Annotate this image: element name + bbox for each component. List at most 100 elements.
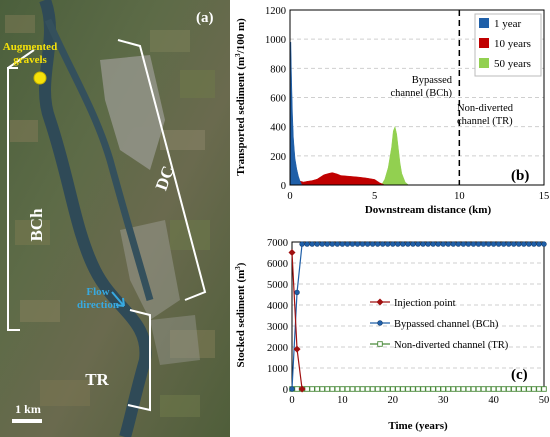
data-point-non-diverted-channel-tr-39	[485, 386, 492, 392]
data-point-bypassed-channel-bch-25	[415, 241, 421, 247]
data-point-non-diverted-channel-tr-26	[420, 386, 426, 392]
data-point-bypassed-channel-bch-3	[304, 241, 310, 247]
data-point-bypassed-channel-bch-50	[541, 241, 547, 247]
data-point-bypassed-channel-bch-27	[425, 241, 431, 247]
y-tick-label-1000: 1000	[267, 364, 288, 375]
stocked-sediment-chart: 0 1000 2000 3000 4000 5000 6000 7000 0 10 20 30 40 50…	[234, 238, 549, 432]
data-point-non-diverted-channel-tr-23	[405, 386, 411, 392]
y-tick-label-400: 400	[270, 123, 286, 134]
x-tick-label-0: 0	[289, 395, 294, 406]
nondiverted-annotation-2: channel (TR)	[457, 116, 513, 127]
y-tick-label-800: 800	[270, 64, 286, 75]
chart-c-plot-frame	[291, 241, 545, 390]
data-point-bypassed-channel-bch-20	[390, 241, 396, 247]
data-point-non-diverted-channel-tr-38	[480, 386, 487, 392]
data-point-non-diverted-channel-tr-13	[354, 386, 361, 392]
data-point-non-diverted-channel-tr-22	[400, 386, 406, 392]
line-series-injection-point	[288, 248, 306, 393]
flow-direction-label-2: direction	[77, 299, 119, 311]
legend-label-50-years: 50 years	[494, 58, 531, 70]
satellite-map: (a) Augmented gravels BCh DC Flow direct…	[0, 0, 230, 437]
data-point-bypassed-channel-bch-0	[289, 386, 295, 392]
y-tick-label-200: 200	[270, 152, 286, 163]
data-point-non-diverted-channel-tr-47	[526, 386, 532, 392]
data-point-bypassed-channel-bch-2	[299, 241, 305, 247]
y-tick-label-7000: 7000	[267, 238, 288, 249]
data-point-non-diverted-channel-tr-44	[511, 386, 517, 392]
x-tick-label-10: 10	[454, 191, 465, 202]
data-point-bypassed-channel-bch-14	[359, 241, 366, 247]
tr-bracket	[127, 309, 151, 412]
data-point-non-diverted-channel-tr-36	[470, 386, 477, 392]
diversion-canal	[44, 18, 154, 301]
data-point-non-diverted-channel-tr-12	[349, 386, 356, 392]
flow-direction-icon	[111, 291, 125, 307]
chart-b-legend: 1 year 10 years 50 years	[474, 13, 542, 77]
legend-swatch-50-years	[479, 58, 489, 68]
data-point-non-diverted-channel-tr-9	[334, 386, 341, 392]
data-point-non-diverted-channel-tr-25	[415, 386, 421, 392]
data-point-injection-point-1	[293, 345, 301, 353]
data-point-non-diverted-channel-tr-32	[450, 386, 457, 392]
data-point-non-diverted-channel-tr-11	[344, 386, 351, 392]
data-point-non-diverted-channel-tr-10	[339, 386, 346, 392]
chart-b-y-axis-title: Transported sediment (m3/100 m)	[234, 18, 247, 176]
legend-swatch-1-year	[479, 18, 489, 28]
data-point-bypassed-channel-bch-30	[440, 241, 446, 247]
augmented-gravels-label-2: gravels	[13, 54, 47, 66]
data-point-injection-point-0	[288, 248, 296, 257]
legend-marker-injection-point	[376, 298, 384, 306]
data-point-bypassed-channel-bch-42	[500, 241, 507, 247]
legend-label-bypassed-channel: Bypassed channel (BCh)	[394, 319, 499, 330]
x-tick-label-0: 0	[287, 191, 292, 202]
chart-c-series	[288, 241, 547, 393]
data-point-non-diverted-channel-tr-50	[541, 386, 547, 392]
data-point-non-diverted-channel-tr-6	[319, 386, 325, 392]
y-tick-label-1000: 1000	[265, 35, 286, 46]
legend-marker-bypassed-channel	[377, 320, 383, 326]
data-point-bypassed-channel-bch-35	[465, 241, 472, 247]
data-point-bypassed-channel-bch-19	[385, 241, 391, 247]
data-point-bypassed-channel-bch-6	[319, 241, 325, 247]
legend-label-10-years: 10 years	[494, 38, 531, 50]
chart-c-x-axis-title: Time (years)	[388, 420, 448, 432]
data-point-bypassed-channel-bch-8	[329, 241, 336, 247]
data-point-bypassed-channel-bch-32	[450, 241, 456, 247]
data-point-bypassed-channel-bch-16	[369, 241, 376, 247]
data-point-bypassed-channel-bch-37	[475, 241, 482, 247]
chart-c-ticks: 0 1000 2000 3000 4000 5000 6000 7000 0 10 20 30 40 50	[267, 238, 549, 406]
data-point-non-diverted-channel-tr-43	[505, 386, 512, 392]
data-point-non-diverted-channel-tr-49	[536, 386, 542, 392]
line-series-non-diverted-channel-tr	[289, 386, 547, 392]
chart-b-x-axis-title: Downstream distance (km)	[365, 204, 492, 216]
y-tick-label-1200: 1200	[265, 6, 286, 17]
data-point-bypassed-channel-bch-49	[536, 241, 542, 247]
data-point-non-diverted-channel-tr-24	[410, 386, 416, 392]
data-point-non-diverted-channel-tr-16	[369, 386, 376, 392]
data-point-non-diverted-channel-tr-37	[475, 386, 482, 392]
data-point-bypassed-channel-bch-23	[405, 241, 411, 247]
data-point-injection-point-2	[298, 385, 306, 393]
data-point-bypassed-channel-bch-4	[309, 241, 315, 247]
chart-c-y-axis-title: Stocked sediment (m3)	[234, 262, 247, 367]
data-point-non-diverted-channel-tr-35	[465, 386, 472, 392]
data-point-bypassed-channel-bch-13	[354, 241, 361, 247]
satellite-map-panel: (a) Augmented gravels BCh DC Flow direct…	[0, 0, 230, 437]
augmented-gravels-marker	[33, 71, 47, 85]
data-point-bypassed-channel-bch-40	[490, 241, 497, 247]
data-point-bypassed-channel-bch-38	[480, 241, 487, 247]
map-panel-label: (a)	[196, 10, 214, 26]
data-point-non-diverted-channel-tr-30	[440, 386, 446, 392]
nondiverted-annotation-1: Non-diverted	[457, 103, 514, 114]
data-point-non-diverted-channel-tr-45	[516, 386, 522, 392]
x-tick-label-10: 10	[337, 395, 348, 406]
data-point-bypassed-channel-bch-36	[470, 241, 477, 247]
bypassed-annotation-2: channel (BCh)	[390, 88, 452, 99]
data-point-non-diverted-channel-tr-15	[364, 386, 371, 392]
line-series-bypassed-channel-bch	[289, 241, 547, 392]
data-point-bypassed-channel-bch-39	[485, 241, 492, 247]
chart-b-series	[289, 42, 410, 186]
data-point-bypassed-channel-bch-44	[511, 241, 517, 247]
data-point-non-diverted-channel-tr-19	[385, 386, 391, 392]
chart-c-grid	[292, 262, 544, 369]
